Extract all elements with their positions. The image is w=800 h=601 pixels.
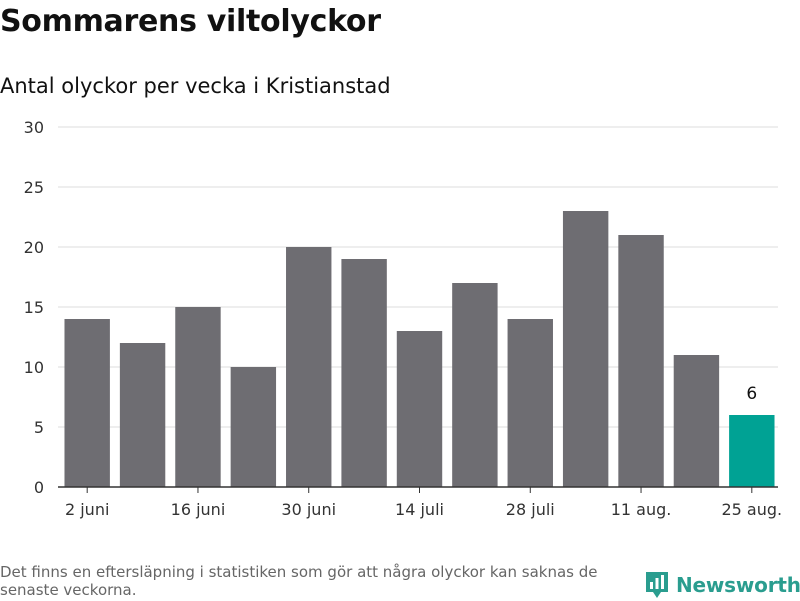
y-tick-label: 20 — [24, 238, 44, 257]
x-tick-label: 28 juli — [506, 500, 555, 519]
x-tick-label: 11 aug. — [611, 500, 672, 519]
bar — [64, 319, 110, 487]
y-tick-label: 10 — [24, 358, 44, 377]
footnote: Det finns en eftersläpning i statistiken… — [0, 563, 598, 599]
data-labels: 6 — [746, 384, 757, 404]
bar — [341, 259, 387, 487]
x-tick-label: 16 juni — [171, 500, 226, 519]
bar-chart: 0 5 10 15 20 25 30 2 juni 16 juni 30 juni 14 juli… — [24, 118, 782, 519]
bar — [396, 331, 443, 487]
y-tick-label: 25 — [24, 178, 44, 197]
y-tick-label: 5 — [34, 418, 44, 437]
chart-subtitle: Antal olyckor per vecka i Kristianstad — [0, 74, 391, 98]
brand-name: Newsworthy — [676, 573, 800, 597]
x-tick-label: 25 aug. — [721, 500, 782, 519]
brand-logo[interactable]: Newsworthy — [644, 569, 800, 601]
bar — [286, 247, 332, 487]
bar — [175, 307, 221, 487]
bar-chart-pin-icon — [646, 572, 668, 598]
bar — [673, 355, 720, 487]
bar — [119, 343, 166, 487]
bar — [618, 235, 664, 487]
data-label: 6 — [746, 384, 757, 404]
bar — [562, 211, 609, 487]
chart-title: Sommarens viltolyckor — [0, 4, 381, 39]
x-tick-label: 14 juli — [395, 500, 444, 519]
bars — [64, 211, 775, 487]
x-tick-label: 2 juni — [65, 500, 109, 519]
bar — [729, 415, 775, 487]
y-tick-label: 30 — [24, 118, 44, 137]
y-tick-label: 15 — [24, 298, 44, 317]
bar — [452, 283, 498, 487]
bar — [507, 319, 553, 487]
y-axis-ticks: 0 5 10 15 20 25 30 — [24, 118, 44, 497]
x-axis-ticks: 2 juni 16 juni 30 juni 14 juli 28 juli 11 aug… — [65, 487, 782, 519]
bar — [230, 367, 277, 487]
x-tick-label: 30 juni — [281, 500, 336, 519]
y-tick-label: 0 — [34, 478, 44, 497]
